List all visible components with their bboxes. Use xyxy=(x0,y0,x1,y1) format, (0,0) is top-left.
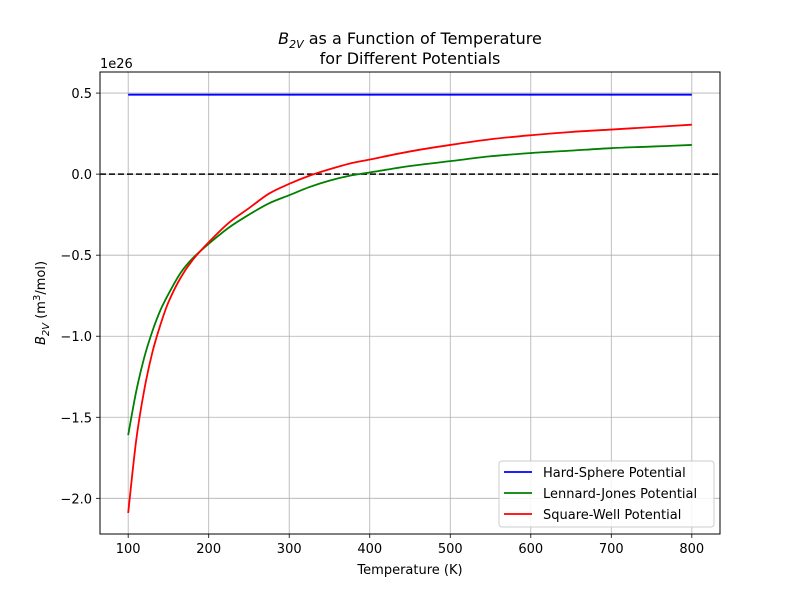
x-tick-label: 500 xyxy=(438,542,463,557)
x-ticks: 100 200 300 400 500 600 700 800 xyxy=(116,534,704,557)
chart-title-line2: for Different Potentials xyxy=(320,49,501,68)
y-label-post: /mol) xyxy=(34,261,49,295)
y-tick-label: −2.0 xyxy=(60,492,92,507)
y-tick-label: −0.5 xyxy=(60,249,92,264)
y-tick-label: −1.0 xyxy=(60,330,92,345)
x-tick-label: 600 xyxy=(518,542,543,557)
series-line-square-well-potential xyxy=(127,123,692,514)
legend-box xyxy=(498,460,715,528)
y-tick-label: 0.5 xyxy=(71,87,92,102)
legend-label-hard-sphere-potential: Hard-Sphere Potential xyxy=(543,466,686,481)
title-rest: as a Function of Temperature xyxy=(304,29,542,48)
legend-label-square-well-potential: Square-Well Potential xyxy=(543,508,681,523)
y-offset-label: 1e26 xyxy=(100,57,133,72)
chart-title-line1: B2V as a Function of Temperature xyxy=(278,29,542,51)
y-tick-label: 0.0 xyxy=(71,168,92,183)
x-tick-label: 700 xyxy=(599,542,624,557)
y-axis-label: B2V (m3/mol) xyxy=(32,261,52,345)
y-label-superscript: 3 xyxy=(32,295,43,301)
x-tick-label: 100 xyxy=(116,542,141,557)
legend-label-lennard-jones-potential: Lennard-Jones Potential xyxy=(543,487,697,502)
y-label-subscript: 2V xyxy=(41,322,52,336)
x-tick-label: 300 xyxy=(277,542,302,557)
y-ticks: 0.5 0.0 −0.5 −1.0 −1.5 −2.0 xyxy=(60,87,100,507)
x-tick-label: 200 xyxy=(196,542,221,557)
axes-frame xyxy=(99,71,721,535)
x-tick-label: 800 xyxy=(679,542,704,557)
y-tick-label: −1.5 xyxy=(60,411,92,426)
title-symbol: B xyxy=(278,29,289,48)
series-line-lennard-jones-potential xyxy=(127,144,692,436)
title-subscript: 2V xyxy=(289,38,305,51)
series-layer xyxy=(127,93,692,514)
x-axis-label: Temperature (K) xyxy=(356,563,462,578)
y-label-symbol: B xyxy=(34,336,49,345)
y-label-pre: (m xyxy=(34,301,49,323)
legend: Hard-Sphere Potential Lennard-Jones Poten… xyxy=(498,460,715,528)
x-tick-label: 400 xyxy=(357,542,382,557)
